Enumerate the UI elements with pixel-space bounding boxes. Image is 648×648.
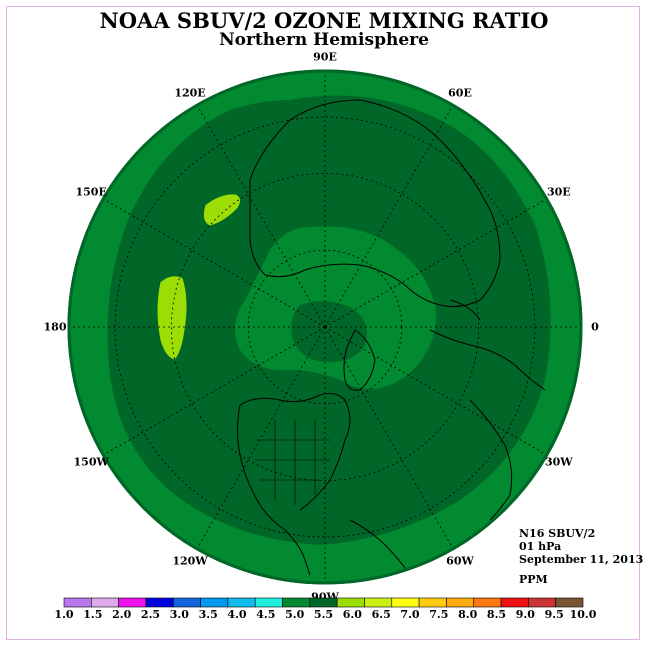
longitude-label: 0	[591, 320, 599, 334]
latitude-circle-3	[114, 116, 536, 538]
pressure-level-label: 01 hPa	[519, 540, 562, 553]
satellite-label: N16 SBUV/2	[519, 527, 596, 540]
longitude-label: 150E	[75, 185, 107, 199]
south-america-coast	[349, 519, 411, 576]
map-title: NOAA SBUV/2 OZONE MIXING RATIO	[99, 8, 549, 33]
page-frame	[6, 6, 640, 640]
longitude-label: 30W	[544, 455, 573, 469]
date-label: September 11, 2013	[519, 553, 644, 566]
colorbar-tick-label: 1.0	[54, 608, 74, 621]
longitude-label: 120W	[172, 554, 208, 568]
longitude-label: 120E	[174, 86, 206, 100]
longitude-label: 60W	[446, 554, 474, 568]
latitude-circle-2	[170, 172, 480, 482]
longitude-label: 30E	[546, 185, 571, 199]
colorbar-tick-label: 9.5	[544, 608, 564, 621]
colorbar-tick-label: 5.5	[313, 608, 334, 621]
colorbar-tick-label: 5.0	[285, 608, 305, 621]
colorbar-tick-label: 8.0	[458, 608, 478, 621]
map-subtitle: Northern Hemisphere	[219, 30, 429, 50]
polar-band-5-5	[291, 301, 368, 362]
longitude-label: 150W	[73, 455, 109, 469]
longitude-label: 60E	[448, 86, 472, 100]
colorbar-tick-label: 7.5	[429, 608, 449, 621]
asia-coast	[249, 99, 501, 308]
high-band-6-0-a	[202, 193, 242, 227]
us-state-lines	[255, 420, 330, 505]
info-block: N16 SBUV/2 01 hPa September 11, 2013	[519, 527, 643, 566]
colorbar-tick-label: 4.0	[227, 608, 247, 621]
colorbar-tick-label: 10.0	[569, 608, 597, 621]
coastlines	[237, 99, 546, 576]
map-border	[67, 69, 583, 585]
colorbar-tick-label: 6.0	[342, 608, 362, 621]
colorbar-tick-label: 4.5	[256, 608, 276, 621]
colorbar-tick-label: 6.5	[371, 608, 391, 621]
colorbar-tick-label: 3.5	[198, 608, 218, 621]
longitude-label: 90E	[313, 50, 337, 64]
graticule	[69, 71, 581, 583]
colorbar-tick-label: 2.5	[140, 608, 161, 621]
colorbar-tick-label: 1.5	[83, 608, 103, 621]
units-label: PPM	[519, 573, 548, 586]
colorbar-tick-label: 7.0	[400, 608, 420, 621]
longitude-label: 90W	[311, 590, 339, 604]
colorbar-tick-label: 3.0	[169, 608, 189, 621]
colorbar-tick-label: 2.0	[112, 608, 132, 621]
colorbar-tick-label: 8.5	[486, 608, 507, 621]
longitude-label: 180	[43, 320, 67, 334]
north-america-coast	[237, 392, 351, 576]
africa-coast	[469, 399, 513, 521]
greenland-coast	[343, 329, 376, 391]
colorbar-tick-label: 9.0	[515, 608, 535, 621]
